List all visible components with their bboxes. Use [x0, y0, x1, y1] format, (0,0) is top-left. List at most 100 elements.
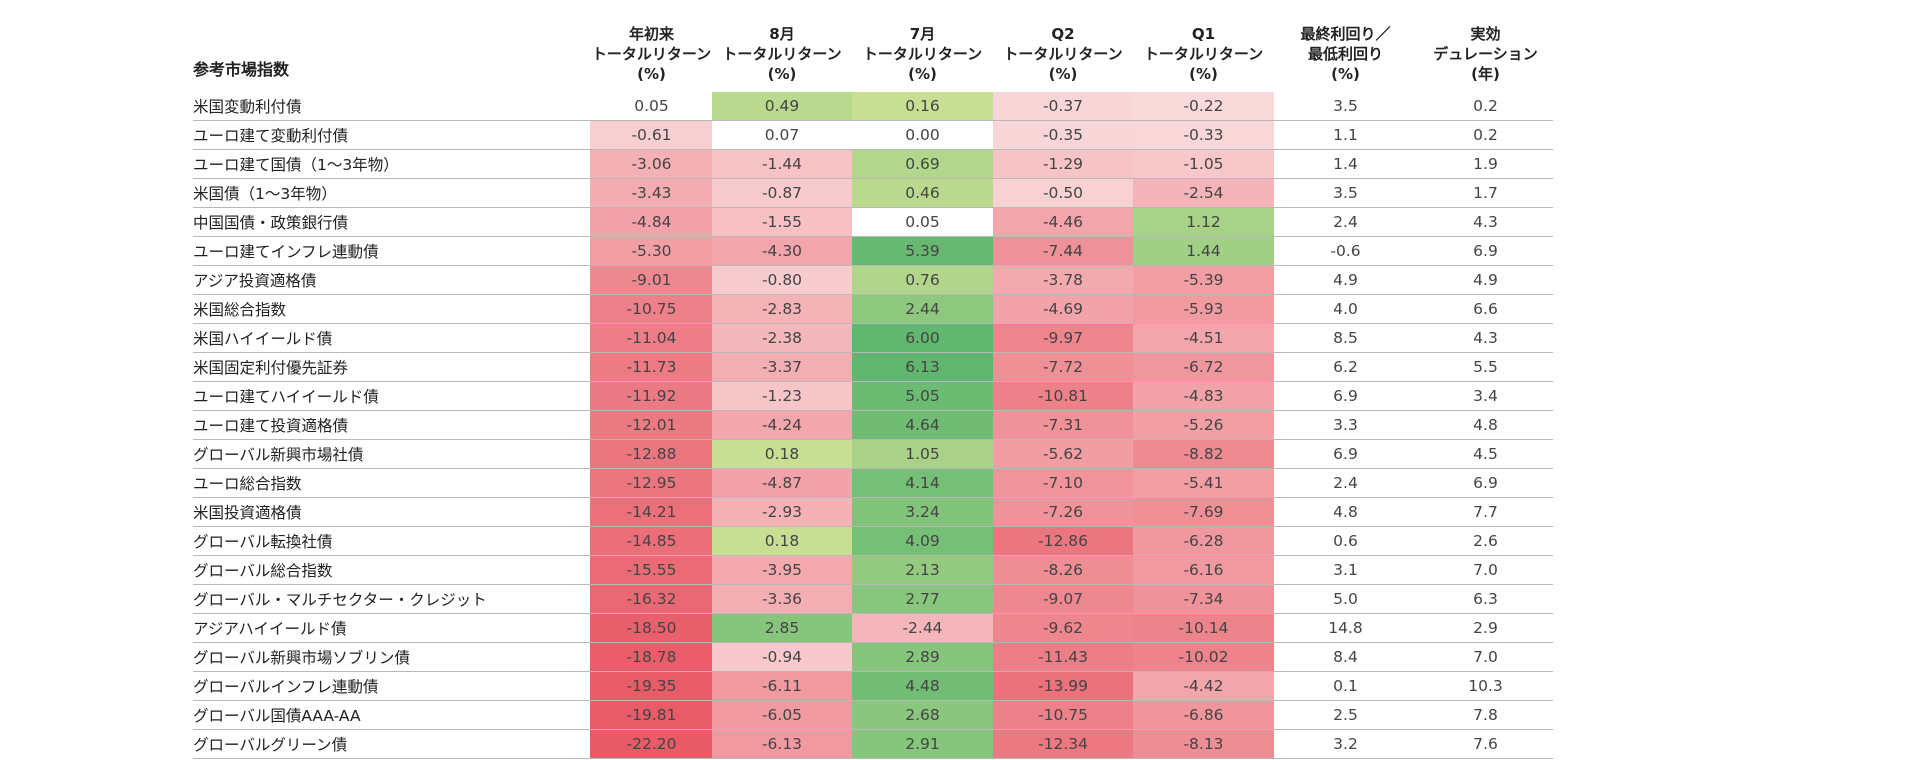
return-cell: 2.91: [852, 730, 993, 758]
row-divider: [193, 584, 1553, 585]
index-name: グローバル総合指数: [193, 562, 333, 580]
column-header: 実効 デュレーション (年): [1418, 8, 1553, 84]
return-cell: -6.05: [712, 701, 852, 729]
return-cell: -6.13: [712, 730, 852, 758]
table-row: グローバルグリーン債 -22.20 -6.13 2.91 -12.34 -8.13 3.2 7…: [193, 730, 1553, 759]
table-row: アジアハイイールド債 -18.50 2.85 -2.44 -9.62 -10.14 14.8…: [193, 614, 1553, 643]
return-cell: -5.39: [1133, 266, 1274, 294]
return-cell: -12.88: [590, 440, 713, 468]
return-cell: 1.12: [1133, 208, 1274, 236]
metric-cell: 3.3: [1333, 416, 1358, 434]
table-row: ユーロ建てハイイールド債 -11.92 -1.23 5.05 -10.81 -4.83 6.…: [193, 382, 1553, 411]
index-name: 米国債（1～3年物）: [193, 185, 337, 203]
row-divider: [193, 555, 1553, 556]
column-header-line: Q2: [1051, 25, 1075, 43]
index-name: グローバル新興市場ソブリン債: [193, 649, 410, 667]
return-cell: -0.33: [1133, 121, 1274, 149]
row-divider: [193, 178, 1553, 179]
return-cell: -0.50: [993, 179, 1133, 207]
row-divider: [193, 149, 1553, 150]
metric-cell: 2.5: [1333, 706, 1358, 724]
metric-cell: 4.0: [1333, 300, 1358, 318]
index-name: グローバル新興市場社債: [193, 446, 364, 464]
return-cell: -0.87: [712, 179, 852, 207]
row-divider: [193, 410, 1553, 411]
table-row: グローバル国債AAA-AA -19.81 -6.05 2.68 -10.75 -6.86 2…: [193, 701, 1553, 730]
return-cell: 0.76: [852, 266, 993, 294]
return-cell: -3.37: [712, 353, 852, 381]
metric-cell: 6.6: [1473, 300, 1498, 318]
return-cell: -2.44: [852, 614, 993, 642]
column-header-line: トータルリターン: [1143, 45, 1264, 63]
index-name: 米国ハイイールド債: [193, 330, 333, 348]
table-row: ユーロ建て投資適格債 -12.01 -4.24 4.64 -7.31 -5.26 3.3 4.…: [193, 411, 1553, 440]
table-row: ユーロ建て国債（1～3年物） -3.06 -1.44 0.69 -1.29 -1.05 1.…: [193, 150, 1553, 179]
index-name: ユーロ建てインフレ連動債: [193, 243, 379, 261]
metric-cell: 0.6: [1333, 532, 1358, 550]
return-cell: -7.31: [993, 411, 1133, 439]
table-row: グローバルインフレ連動債 -19.35 -6.11 4.48 -13.99 -4.42 0.…: [193, 672, 1553, 701]
column-header: Q1 トータルリターン (%): [1133, 8, 1274, 84]
index-name: アジア投資適格債: [193, 272, 317, 290]
return-cell: -1.29: [993, 150, 1133, 178]
metric-cell: 6.3: [1473, 590, 1498, 608]
return-cell: -9.07: [993, 585, 1133, 613]
index-name: グローバルグリーン債: [193, 736, 348, 754]
index-name: グローバル国債AAA-AA: [193, 707, 361, 725]
row-divider: [193, 729, 1553, 730]
return-cell: -0.22: [1133, 92, 1274, 120]
return-cell: -8.26: [993, 556, 1133, 584]
index-name: 米国総合指数: [193, 301, 287, 319]
return-cell: 0.46: [852, 179, 993, 207]
return-cell: -1.44: [712, 150, 852, 178]
return-cell: 0.05: [590, 92, 713, 120]
return-cell: -6.86: [1133, 701, 1274, 729]
return-cell: 2.13: [852, 556, 993, 584]
return-cell: -1.05: [1133, 150, 1274, 178]
table-row: グローバル新興市場ソブリン債 -18.78 -0.94 2.89 -11.43 -10.0…: [193, 643, 1553, 672]
return-cell: -4.87: [712, 469, 852, 497]
return-cell: 0.07: [712, 121, 852, 149]
index-name: グローバルインフレ連動債: [193, 678, 379, 696]
return-cell: 2.77: [852, 585, 993, 613]
return-cell: 6.00: [852, 324, 993, 352]
column-header-line: (%): [1331, 65, 1360, 83]
return-cell: -11.92: [590, 382, 713, 410]
return-cell: 1.44: [1133, 237, 1274, 265]
column-header-line: (%): [637, 65, 666, 83]
return-cell: -4.42: [1133, 672, 1274, 700]
return-cell: -12.34: [993, 730, 1133, 758]
return-cell: -6.11: [712, 672, 852, 700]
return-cell: -2.38: [712, 324, 852, 352]
return-cell: -11.73: [590, 353, 713, 381]
metric-cell: 6.9: [1333, 445, 1358, 463]
return-cell: 0.05: [852, 208, 993, 236]
return-cell: 0.16: [852, 92, 993, 120]
column-header: 年初来 トータルリターン (%): [590, 8, 713, 84]
return-cell: -9.01: [590, 266, 713, 294]
metric-cell: 7.7: [1473, 503, 1498, 521]
index-name: 中国国債・政策銀行債: [193, 214, 349, 232]
return-cell: 2.85: [712, 614, 852, 642]
index-name: グローバル・マルチセクター・クレジット: [193, 591, 487, 609]
return-cell: 4.14: [852, 469, 993, 497]
return-cell: -14.21: [590, 498, 713, 526]
metric-cell: 0.2: [1473, 126, 1498, 144]
metric-cell: 3.5: [1333, 184, 1358, 202]
table-row: グローバル新興市場社債 -12.88 0.18 1.05 -5.62 -8.82 6.9 4.…: [193, 440, 1553, 469]
row-divider: [193, 497, 1553, 498]
return-cell: -12.86: [993, 527, 1133, 555]
column-header-line: Q1: [1191, 25, 1216, 43]
table-row: グローバル転換社債 -14.85 0.18 4.09 -12.86 -6.28 0.6 2.6: [193, 527, 1553, 556]
table-row: ユーロ建て変動利付債 -0.61 0.07 0.00 -0.35 -0.33 1.1 0.2: [193, 121, 1553, 150]
row-divider: [193, 468, 1553, 469]
return-cell: -7.34: [1133, 585, 1274, 613]
index-name: ユーロ建て変動利付債: [193, 127, 349, 145]
row-divider: [193, 671, 1553, 672]
column-header: Q2 トータルリターン (%): [993, 8, 1133, 84]
metric-cell: 6.9: [1473, 242, 1498, 260]
return-cell: -6.28: [1133, 527, 1274, 555]
return-cell: -14.85: [590, 527, 713, 555]
return-cell: -12.01: [590, 411, 713, 439]
row-divider: [193, 526, 1553, 527]
